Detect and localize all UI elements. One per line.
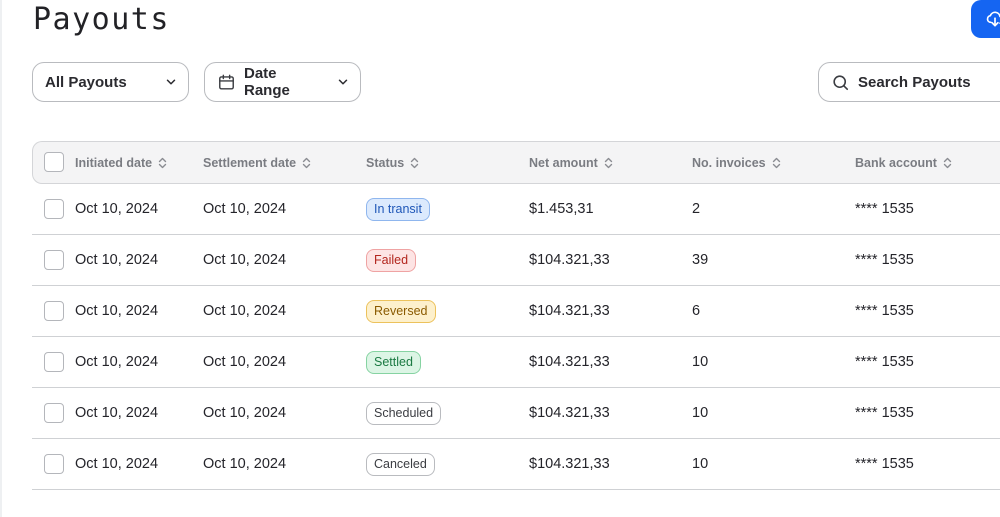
row-checkbox[interactable] [44, 199, 64, 219]
net-amount-cell: $104.321,33 [529, 252, 610, 268]
row-checkbox[interactable] [44, 454, 64, 474]
table-row[interactable]: Oct 10, 2024 Oct 10, 2024 In transit $1.… [32, 184, 1000, 235]
status-badge: Reversed [366, 299, 436, 323]
net-amount-cell: $104.321,33 [529, 456, 610, 472]
export-button[interactable] [971, 0, 1000, 38]
settlement-date-cell: Oct 10, 2024 [203, 252, 287, 268]
status-badge: Canceled [366, 452, 435, 476]
select-all-checkbox[interactable] [44, 152, 64, 172]
date-range-label: Date Range [244, 65, 290, 99]
sort-icon [604, 157, 613, 169]
initiated-date-cell: Oct 10, 2024 [75, 354, 159, 370]
chevron-down-icon [326, 75, 360, 89]
download-cloud-icon [985, 9, 1000, 29]
bank-account-cell: **** 1535 [855, 303, 914, 319]
table-header: Initiated date Settlement date Status Ne… [32, 141, 1000, 184]
search-box[interactable] [818, 62, 1000, 102]
page-title: Payouts [33, 2, 170, 37]
column-header-status[interactable]: Status [366, 142, 419, 183]
row-checkbox[interactable] [44, 301, 64, 321]
left-edge-divider [0, 0, 2, 517]
invoice-count-cell: 39 [692, 252, 709, 268]
search-icon [831, 73, 850, 92]
sort-icon [410, 157, 419, 169]
invoice-count-cell: 10 [692, 405, 709, 421]
status-badge: Scheduled [366, 401, 442, 425]
net-amount-cell: $104.321,33 [529, 354, 610, 370]
settlement-date-cell: Oct 10, 2024 [203, 405, 287, 421]
status-badge: Failed [366, 248, 417, 272]
table-row[interactable]: Oct 10, 2024 Oct 10, 2024 Settled $104.3… [32, 337, 1000, 388]
initiated-date-cell: Oct 10, 2024 [75, 252, 159, 268]
initiated-date-cell: Oct 10, 2024 [75, 456, 159, 472]
sort-icon [158, 157, 167, 169]
invoice-count-cell: 10 [692, 456, 709, 472]
table-row[interactable]: Oct 10, 2024 Oct 10, 2024 Failed $104.32… [32, 235, 1000, 286]
status-badge: In transit [366, 197, 430, 221]
table-row[interactable]: Oct 10, 2024 Oct 10, 2024 Reversed $104.… [32, 286, 1000, 337]
column-header-settlement-date[interactable]: Settlement date [203, 142, 311, 183]
calendar-icon [217, 73, 236, 92]
settlement-date-cell: Oct 10, 2024 [203, 303, 287, 319]
chevron-down-icon [154, 75, 188, 89]
sort-icon [302, 157, 311, 169]
net-amount-cell: $1.453,31 [529, 201, 594, 217]
bank-account-cell: **** 1535 [855, 252, 914, 268]
invoice-count-cell: 2 [692, 201, 701, 217]
settlement-date-cell: Oct 10, 2024 [203, 201, 287, 217]
invoice-count-cell: 6 [692, 303, 701, 319]
table-row[interactable]: Oct 10, 2024 Oct 10, 2024 Canceled $104.… [32, 439, 1000, 490]
table-row[interactable]: Oct 10, 2024 Oct 10, 2024 Scheduled $104… [32, 388, 1000, 439]
payout-filter-dropdown[interactable]: All Payouts [32, 62, 189, 102]
initiated-date-cell: Oct 10, 2024 [75, 405, 159, 421]
payout-filter-label: All Payouts [45, 73, 127, 91]
column-header-no-invoices[interactable]: No. invoices [692, 142, 781, 183]
column-header-initiated-date[interactable]: Initiated date [75, 142, 167, 183]
search-input[interactable] [858, 73, 1000, 91]
row-checkbox[interactable] [44, 352, 64, 372]
sort-icon [943, 157, 952, 169]
net-amount-cell: $104.321,33 [529, 303, 610, 319]
column-header-net-amount[interactable]: Net amount [529, 142, 613, 183]
sort-icon [772, 157, 781, 169]
row-checkbox[interactable] [44, 250, 64, 270]
net-amount-cell: $104.321,33 [529, 405, 610, 421]
status-badge: Settled [366, 350, 421, 374]
initiated-date-cell: Oct 10, 2024 [75, 303, 159, 319]
row-checkbox[interactable] [44, 403, 64, 423]
settlement-date-cell: Oct 10, 2024 [203, 354, 287, 370]
bank-account-cell: **** 1535 [855, 456, 914, 472]
column-header-bank-account[interactable]: Bank account [855, 142, 952, 183]
date-range-dropdown[interactable]: Date Range [204, 62, 361, 102]
bank-account-cell: **** 1535 [855, 405, 914, 421]
bank-account-cell: **** 1535 [855, 354, 914, 370]
settlement-date-cell: Oct 10, 2024 [203, 456, 287, 472]
initiated-date-cell: Oct 10, 2024 [75, 201, 159, 217]
invoice-count-cell: 10 [692, 354, 709, 370]
bank-account-cell: **** 1535 [855, 201, 914, 217]
